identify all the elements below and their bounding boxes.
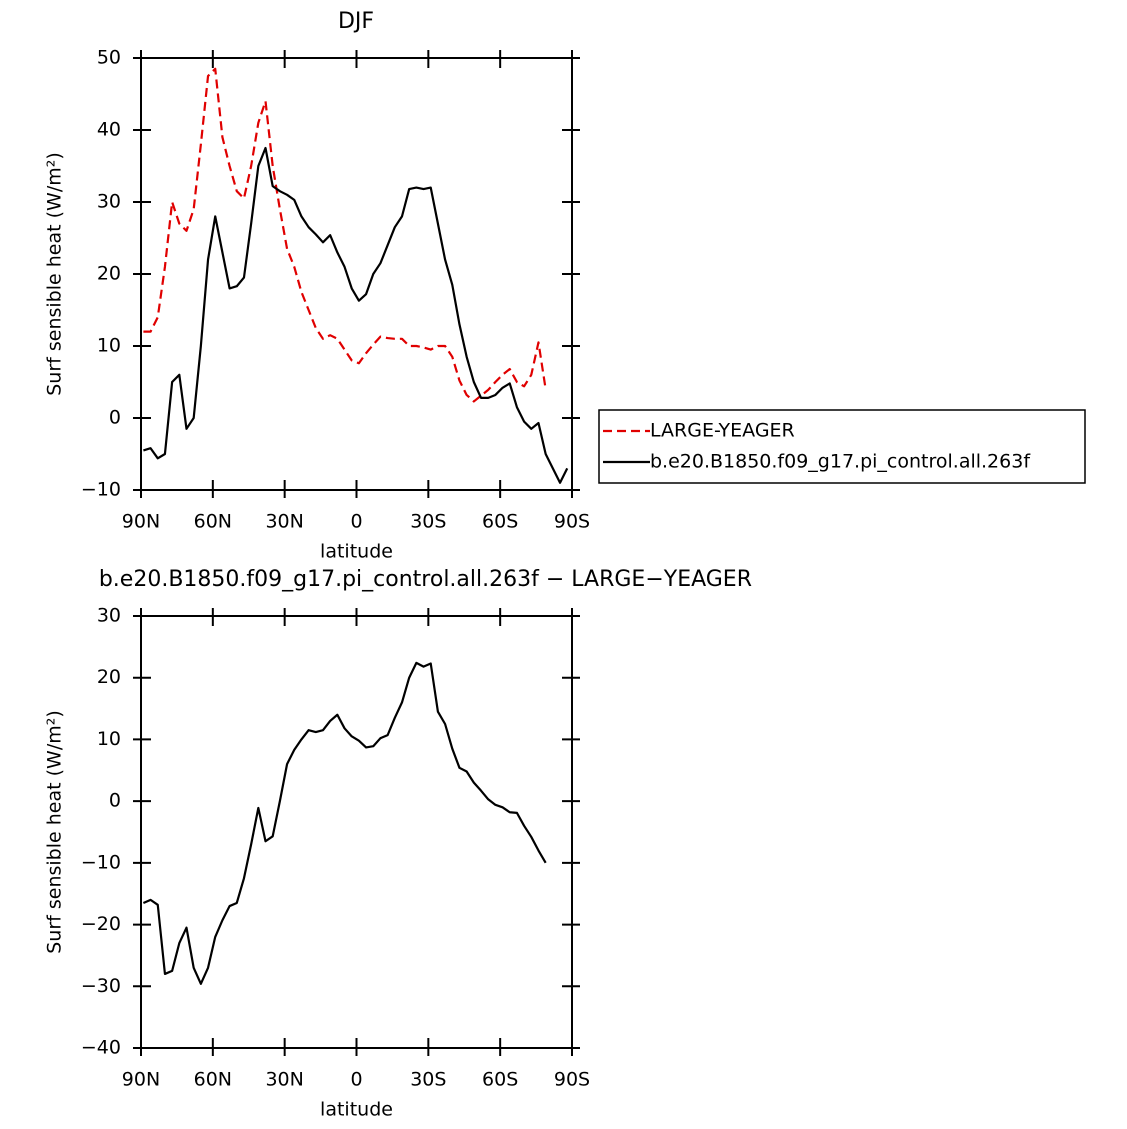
y-tick-label: 0 (109, 407, 121, 429)
y-tick-label: 30 (97, 191, 121, 213)
x-tick-label: 30S (410, 511, 446, 533)
y-tick-label: −10 (81, 479, 121, 501)
y-tick-label: 20 (97, 263, 121, 285)
chart-title: b.e20.B1850.f09_g17.pi_control.all.263f … (99, 567, 752, 592)
data-line (142, 661, 547, 985)
legend-box (598, 409, 1086, 484)
data-line (143, 146, 569, 484)
x-tick-label: 0 (350, 511, 362, 533)
plot-frame (140, 615, 573, 1049)
y-axis-label: Surf sensible heat (W/m²) (44, 152, 66, 396)
plot-frame (140, 57, 573, 491)
y-tick-label: 50 (97, 47, 121, 69)
x-tick-label: 60N (194, 1069, 232, 1091)
x-tick-label: 60N (194, 511, 232, 533)
x-tick-label: 90N (122, 1069, 160, 1091)
x-tick-label: 30N (265, 511, 303, 533)
x-axis-label: latitude (320, 541, 393, 563)
x-tick-label: 30S (410, 1069, 446, 1091)
y-tick-label: 0 (109, 790, 121, 812)
x-tick-label: 90S (554, 1069, 590, 1091)
x-tick-label: 30N (265, 1069, 303, 1091)
y-axis-label: Surf sensible heat (W/m²) (44, 710, 66, 954)
y-tick-label: 10 (97, 728, 121, 750)
x-tick-label: 60S (482, 1069, 518, 1091)
y-tick-label: −20 (81, 913, 121, 935)
legend-label: LARGE-YEAGER (650, 420, 795, 442)
x-tick-label: 0 (350, 1069, 362, 1091)
chart-title: DJF (338, 9, 374, 34)
x-tick-label: 60S (482, 511, 518, 533)
y-tick-label: 10 (97, 335, 121, 357)
y-tick-label: −10 (81, 851, 121, 873)
y-tick-label: 20 (97, 666, 121, 688)
x-axis-label: latitude (320, 1099, 393, 1121)
x-tick-label: 90N (122, 511, 160, 533)
y-tick-label: 40 (97, 119, 121, 141)
y-tick-label: 30 (97, 605, 121, 627)
data-line (143, 67, 547, 403)
legend-label: b.e20.B1850.f09_g17.pi_control.all.263f (650, 451, 1031, 473)
y-tick-label: −30 (81, 975, 121, 997)
x-tick-label: 90S (554, 511, 590, 533)
y-tick-label: −40 (81, 1037, 121, 1059)
